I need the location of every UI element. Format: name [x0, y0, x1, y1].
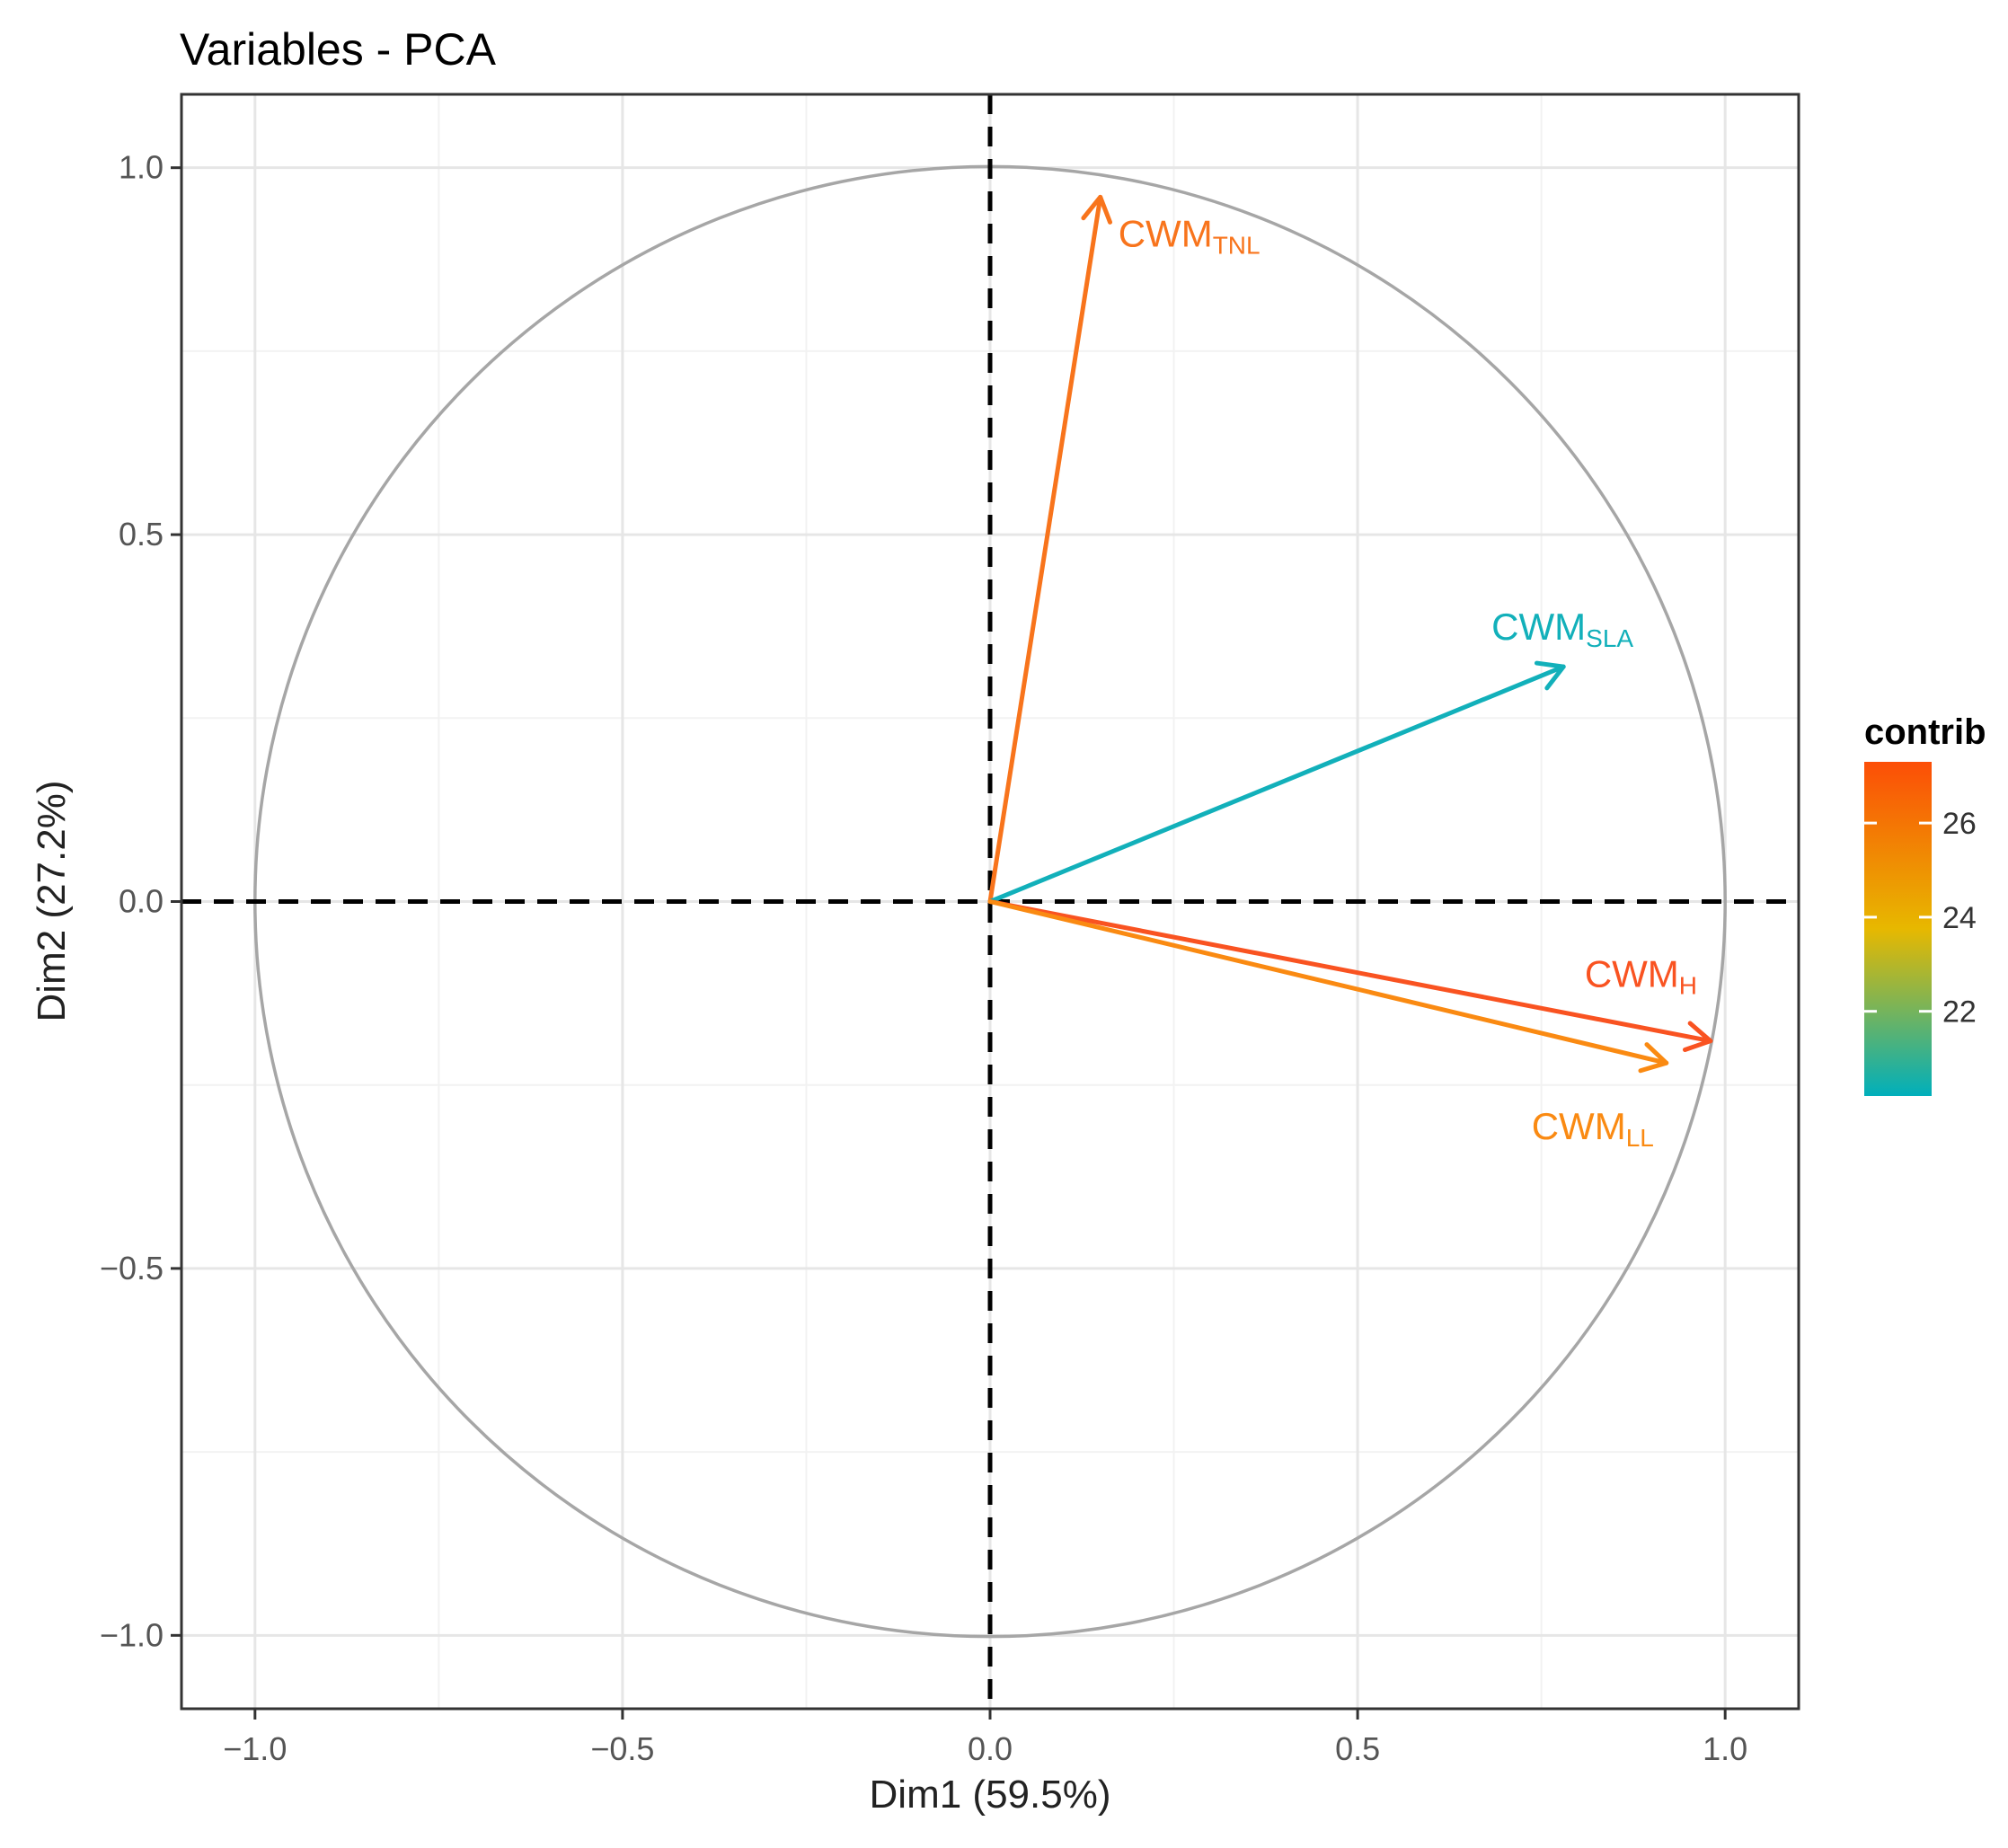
legend-ticks: 22 24 26: [1864, 807, 1977, 1030]
label-sla: CWMSLA: [1491, 606, 1633, 652]
arrow-tnl: [987, 194, 1103, 904]
label-tnl: CWMTNL: [1119, 212, 1261, 259]
legend-colorbar: [1864, 762, 1932, 1096]
y-tick-label: −1.0: [100, 1616, 164, 1653]
y-tick-label: 0.5: [119, 516, 164, 553]
legend: contrib 22 24 26: [1864, 712, 1986, 1096]
label-sla-name: CWM: [1491, 606, 1586, 648]
label-ll: CWMLL: [1532, 1105, 1654, 1152]
label-ll-name: CWM: [1532, 1105, 1626, 1147]
x-tick-label: 1.0: [1703, 1730, 1747, 1767]
label-ll-subscript: LL: [1626, 1124, 1654, 1152]
x-tick-label: 0.0: [968, 1730, 1013, 1767]
label-tnl-name: CWM: [1119, 212, 1213, 254]
arrow-ll: [987, 899, 1669, 1065]
arrowhead-ll: [1638, 1042, 1669, 1074]
chart-title: Variables - PCA: [180, 24, 497, 75]
arrowhead-tnl: [1081, 194, 1113, 225]
legend-tick-label: 24: [1942, 901, 1977, 935]
x-axis-ticks: −1.0 −0.5 0.0 0.5 1.0: [223, 1709, 1747, 1767]
x-tick-label: 0.5: [1335, 1730, 1380, 1767]
y-axis-title: Dim2 (27.2%): [30, 781, 74, 1022]
legend-title: contrib: [1864, 712, 1986, 752]
x-tick-label: −1.0: [223, 1730, 287, 1767]
x-tick-label: −0.5: [590, 1730, 654, 1767]
label-tnl-subscript: TNL: [1213, 231, 1261, 259]
variable-arrows: [987, 194, 1713, 1074]
arrow-sla: [987, 664, 1566, 904]
x-axis-title: Dim1 (59.5%): [870, 1773, 1111, 1817]
label-sla-subscript: SLA: [1586, 624, 1633, 652]
y-tick-label: −0.5: [100, 1250, 164, 1287]
legend-tick-label: 26: [1942, 807, 1977, 841]
y-axis-ticks: −1.0 −0.5 0.0 0.5 1.0: [100, 149, 181, 1653]
label-h-name: CWM: [1585, 953, 1679, 995]
label-h-subscript: H: [1679, 972, 1697, 1000]
legend-tick-label: 22: [1942, 995, 1977, 1030]
y-tick-label: 0.0: [119, 883, 164, 920]
arrow-h: [987, 899, 1713, 1044]
arrowhead-sla: [1534, 660, 1566, 691]
y-tick-label: 1.0: [119, 149, 164, 186]
label-h: CWMH: [1585, 953, 1697, 1000]
arrowhead-h: [1682, 1021, 1713, 1052]
